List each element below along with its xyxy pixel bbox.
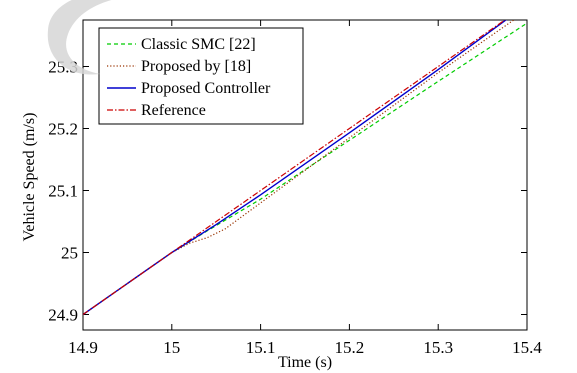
x-tick-label: 14.9 (68, 338, 98, 357)
y-tick-label: 25.3 (48, 58, 78, 77)
x-tick-label: 15.1 (246, 338, 276, 357)
x-tick-label: 15 (163, 338, 180, 357)
series-layer (83, 20, 527, 316)
y-tick-label: 24.9 (48, 306, 78, 325)
x-axis-ticks: 14.9 15 15.1 15.2 15.3 15.4 (68, 20, 542, 357)
legend-label-2: Proposed by [18] (141, 58, 251, 75)
y-axis-label: Vehicle Speed (m/s) (21, 113, 38, 242)
y-tick-label: 25.2 (48, 120, 78, 139)
legend: Classic SMC [22] Proposed by [18] Proposed… (98, 27, 304, 125)
legend-box (98, 27, 304, 125)
x-axis-label: Time (s) (278, 354, 332, 371)
y-tick-label: 25 (61, 244, 78, 263)
legend-label-4: Reference (141, 102, 206, 119)
legend-label-3: Proposed Controller (141, 80, 271, 97)
y-tick-label: 25.1 (48, 182, 78, 201)
x-tick-label: 15.3 (423, 338, 453, 357)
x-tick-label: 15.2 (335, 338, 365, 357)
legend-label-1: Classic SMC [22] (141, 36, 256, 53)
series-line-4 (83, 20, 506, 315)
x-tick-label: 15.4 (512, 338, 542, 357)
series-line-2 (83, 20, 515, 315)
